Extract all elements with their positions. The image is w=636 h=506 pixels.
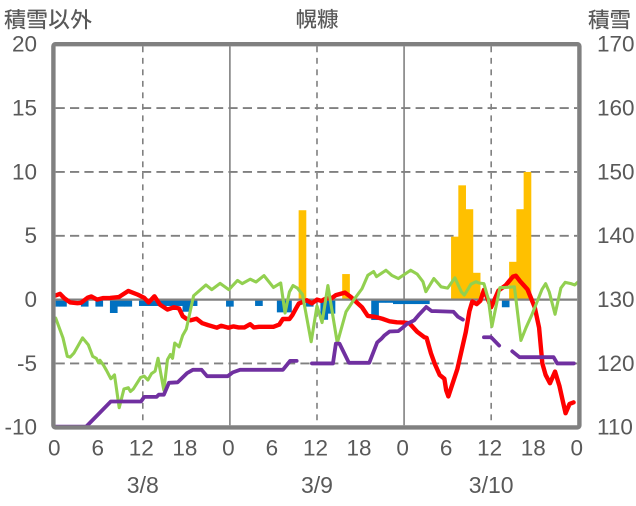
svg-text:0: 0: [571, 436, 584, 461]
svg-text:3/9: 3/9: [301, 472, 333, 498]
svg-text:0: 0: [24, 287, 37, 312]
svg-text:130: 130: [597, 287, 635, 312]
svg-text:18: 18: [347, 436, 372, 461]
svg-text:18: 18: [172, 436, 197, 461]
svg-text:0: 0: [396, 436, 409, 461]
svg-text:110: 110: [597, 415, 633, 440]
svg-text:-5: -5: [17, 351, 37, 376]
svg-text:0: 0: [222, 436, 235, 461]
svg-text:15: 15: [12, 96, 37, 121]
svg-text:140: 140: [597, 223, 635, 248]
svg-text:10: 10: [12, 159, 37, 184]
svg-text:3/10: 3/10: [469, 472, 514, 498]
svg-text:6: 6: [266, 436, 279, 461]
svg-text:18: 18: [521, 436, 546, 461]
svg-text:5: 5: [24, 223, 37, 248]
svg-text:3/8: 3/8: [127, 472, 159, 498]
svg-text:120: 120: [597, 351, 635, 376]
svg-text:6: 6: [91, 436, 104, 461]
svg-text:12: 12: [303, 436, 328, 461]
svg-text:12: 12: [129, 436, 154, 461]
svg-text:170: 170: [597, 32, 635, 57]
svg-text:0: 0: [48, 436, 61, 461]
svg-text:12: 12: [477, 436, 502, 461]
svg-text:20: 20: [12, 32, 37, 57]
svg-text:6: 6: [440, 436, 453, 461]
svg-text:-10: -10: [4, 415, 37, 440]
svg-text:150: 150: [597, 159, 635, 184]
svg-text:160: 160: [597, 96, 635, 121]
